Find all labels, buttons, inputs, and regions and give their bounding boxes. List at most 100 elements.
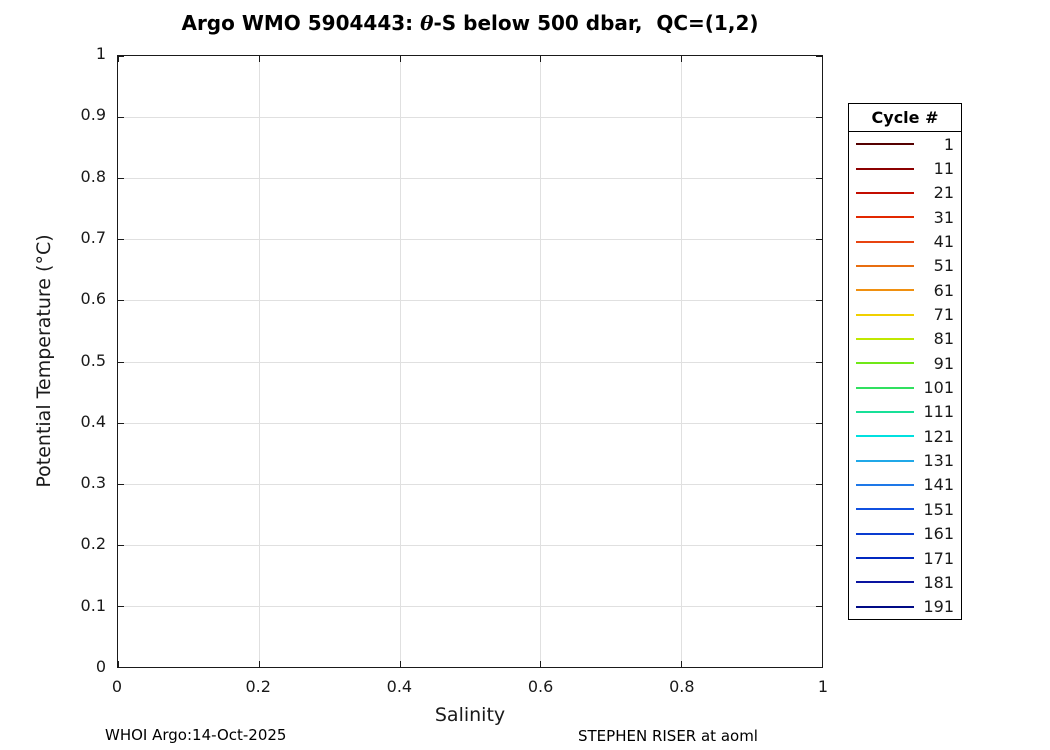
legend-entry-label: 121 — [923, 426, 954, 446]
legend-entry-label: 91 — [933, 353, 954, 373]
tick-mark — [118, 117, 124, 119]
legend-entry: 121 — [849, 424, 961, 448]
legend-line-sample — [856, 240, 914, 243]
tick-mark — [118, 239, 124, 241]
legend-entry: 91 — [849, 351, 961, 375]
tick-mark — [816, 667, 822, 668]
legend-entry: 101 — [849, 375, 961, 399]
y-tick-label: 0.3 — [80, 473, 106, 493]
tick-mark — [816, 300, 822, 302]
legend-entry: 161 — [849, 522, 961, 546]
legend-entry: 171 — [849, 546, 961, 570]
tick-mark — [258, 661, 260, 667]
legend-entry-label: 191 — [923, 597, 954, 617]
tick-mark — [118, 56, 119, 62]
legend-line-sample — [856, 410, 914, 413]
legend-entry: 131 — [849, 448, 961, 472]
tick-mark — [822, 661, 823, 667]
legend-entry-label: 11 — [933, 159, 954, 179]
y-tick-label: 1 — [95, 44, 106, 63]
legend-entry-label: 21 — [933, 183, 954, 203]
y-tick-label: 0 — [95, 657, 106, 676]
tick-mark — [540, 661, 542, 667]
legend-line-sample — [856, 557, 914, 560]
legend-entries: 1 11 21 31 41 51 61 71 81 91 101 111 121 131 141 151 161… — [849, 132, 961, 619]
y-tick-label: 0.1 — [80, 595, 106, 615]
tick-mark — [258, 56, 260, 62]
tick-mark — [118, 56, 124, 57]
legend-entry-label: 181 — [923, 572, 954, 592]
y-tick-label: 0.2 — [80, 534, 106, 554]
x-tick-label: 0.8 — [669, 677, 695, 696]
tick-mark — [118, 422, 124, 424]
tick-mark — [118, 300, 124, 302]
legend-entry: 111 — [849, 400, 961, 424]
legend-line-sample — [856, 508, 914, 511]
gridline-horizontal — [118, 178, 822, 180]
x-tick-label: 0.4 — [386, 677, 413, 696]
legend-line-sample — [856, 386, 914, 389]
legend-entry-label: 131 — [923, 451, 954, 471]
tick-mark — [816, 483, 822, 485]
legend-entry-label: 111 — [923, 402, 954, 422]
x-tick-label: 0 — [111, 677, 123, 696]
gridline-horizontal — [118, 605, 822, 607]
tick-mark — [816, 56, 822, 57]
legend-entry-label: 71 — [933, 305, 954, 325]
legend-line-sample — [856, 216, 914, 219]
legend-entry-label: 31 — [933, 207, 954, 227]
tick-mark — [118, 667, 124, 668]
chart-title: Argo WMO 5904443: θ-S below 500 dbar, QC… — [117, 11, 823, 35]
plot-area — [117, 55, 823, 668]
footer-left-text: WHOI Argo:14-Oct-2025 — [105, 726, 287, 744]
legend-line-sample — [856, 337, 914, 340]
legend-line-sample — [856, 289, 914, 292]
tick-mark — [816, 544, 822, 546]
tick-mark — [681, 661, 683, 667]
legend-entry: 51 — [849, 254, 961, 278]
chart-title-prefix: Argo WMO 5904443: — [181, 11, 421, 35]
tick-mark — [399, 661, 401, 667]
tick-mark — [118, 544, 124, 546]
y-tick-label: 0.4 — [80, 411, 106, 431]
gridline-horizontal — [118, 544, 822, 546]
gridline-horizontal — [118, 483, 822, 485]
legend-entry: 141 — [849, 473, 961, 497]
tick-mark — [118, 361, 124, 363]
tick-mark — [118, 483, 124, 485]
legend-entry: 81 — [849, 327, 961, 351]
tick-mark — [118, 605, 124, 607]
legend-entry: 1 — [849, 132, 961, 156]
legend-entry: 11 — [849, 156, 961, 180]
legend-line-sample — [856, 581, 914, 584]
legend-title: Cycle # — [849, 104, 961, 132]
gridline-horizontal — [118, 361, 822, 363]
legend-entry-label: 61 — [933, 280, 954, 300]
tick-mark — [816, 361, 822, 363]
tick-mark — [816, 422, 822, 424]
legend: Cycle # 1 11 21 31 41 51 61 71 81 91 101 111 121 131 1… — [848, 103, 962, 620]
legend-line-sample — [856, 605, 914, 608]
legend-line-sample — [856, 532, 914, 535]
legend-line-sample — [856, 264, 914, 267]
legend-entry-label: 101 — [923, 378, 954, 398]
gridline-horizontal — [118, 239, 822, 241]
legend-entry: 41 — [849, 229, 961, 253]
legend-entry: 71 — [849, 302, 961, 326]
legend-entry-label: 41 — [933, 232, 954, 252]
legend-entry-label: 161 — [923, 524, 954, 544]
legend-entry-label: 141 — [923, 475, 954, 495]
y-tick-label: 0.6 — [80, 289, 106, 309]
legend-line-sample — [856, 362, 914, 365]
legend-line-sample — [856, 313, 914, 316]
legend-line-sample — [856, 167, 914, 170]
legend-entry: 61 — [849, 278, 961, 302]
legend-line-sample — [856, 483, 914, 486]
y-tick-label: 0.5 — [80, 350, 106, 370]
tick-mark — [540, 56, 542, 62]
legend-entry-label: 151 — [923, 499, 954, 519]
tick-mark — [816, 605, 822, 607]
gridline-horizontal — [118, 422, 822, 424]
legend-entry: 181 — [849, 570, 961, 594]
